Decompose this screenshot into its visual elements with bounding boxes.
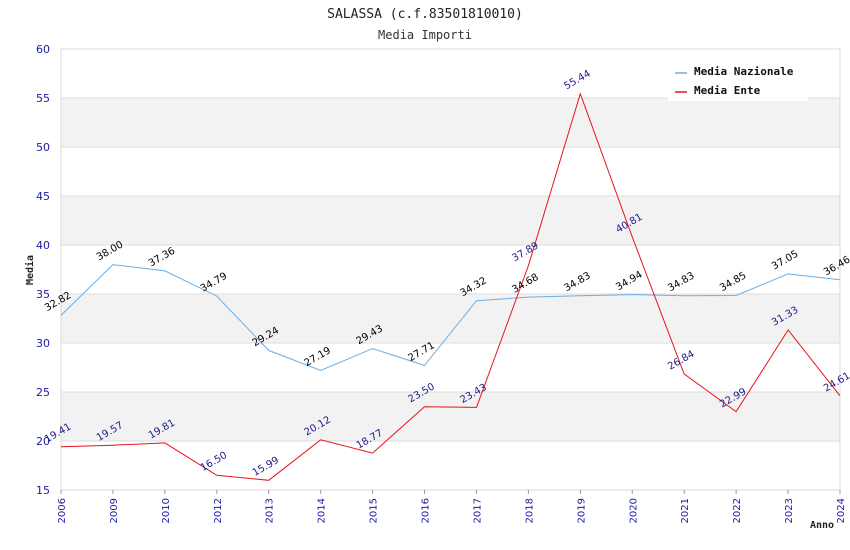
data-label: 34.83	[666, 270, 696, 294]
data-label: 34.94	[614, 269, 644, 293]
plot-frame	[60, 48, 841, 491]
x-tick-label: 2010	[161, 498, 172, 523]
series-line-media-ente	[60, 92, 841, 481]
data-label: 19.41	[43, 422, 73, 446]
x-tick-label: 2006	[57, 498, 68, 523]
x-tick-label: 2018	[524, 498, 535, 523]
data-label: 34.83	[562, 270, 592, 294]
x-axis-ticks: 2006 2009 2010 2012 2013 2014 2015 2016 2017 2018…	[57, 490, 847, 523]
x-tick-label: 2016	[421, 498, 432, 523]
x-tick-label: 2019	[576, 498, 587, 523]
y-tick-label: 35	[36, 288, 50, 301]
data-label: 15.99	[251, 455, 281, 479]
y-tick-label: 40	[36, 239, 50, 252]
y-tick-label: 30	[36, 337, 50, 350]
legend-box	[668, 61, 808, 101]
grid-bands	[61, 98, 840, 441]
y-tick-label: 20	[36, 435, 50, 448]
data-label: 27.71	[407, 340, 437, 364]
data-label: 37.05	[770, 249, 800, 273]
legend-label-media-ente: Media Ente	[694, 84, 761, 97]
data-label: 34.68	[510, 272, 540, 296]
legend: Media Nazionale Media Ente	[668, 61, 808, 101]
chart-title: SALASSA (c.f.83501810010)	[327, 7, 523, 22]
data-label: 34.79	[199, 271, 229, 295]
x-tick-label: 2014	[317, 498, 328, 523]
series-line-media-nazionale	[60, 264, 841, 372]
y-tick-label: 50	[36, 141, 50, 154]
grid-band	[61, 294, 840, 343]
x-tick-label: 2024	[836, 498, 847, 523]
x-axis-label: Anno	[810, 520, 834, 531]
y-tick-label: 45	[36, 190, 50, 203]
x-tick-label: 2009	[109, 498, 120, 523]
grid-band	[61, 98, 840, 147]
y-tick-label: 25	[36, 386, 50, 399]
data-label: 34.85	[718, 270, 748, 294]
grid-band	[61, 196, 840, 245]
data-label: 26.84	[666, 349, 696, 373]
series-layer	[60, 92, 841, 481]
x-tick-label: 2021	[680, 498, 691, 523]
y-axis-ticks: 15 20 25 30 35 40 45 50 55 60	[36, 43, 50, 497]
grid-band	[61, 392, 840, 441]
data-label: 16.50	[199, 450, 229, 474]
data-label: 36.46	[822, 254, 850, 278]
x-tick-label: 2020	[628, 498, 639, 523]
x-tick-label: 2015	[369, 498, 380, 523]
x-tick-label: 2022	[732, 498, 743, 523]
data-label: 37.36	[147, 246, 177, 270]
x-tick-label: 2017	[472, 498, 483, 523]
data-label: 55.44	[562, 68, 592, 92]
data-label: 27.19	[303, 345, 333, 369]
y-tick-label: 15	[36, 484, 50, 497]
x-tick-label: 2023	[784, 498, 795, 523]
x-tick-label: 2012	[213, 498, 224, 523]
legend-label-media-nazionale: Media Nazionale	[694, 65, 794, 78]
y-axis-label: Media	[24, 255, 36, 285]
chart-subtitle: Media Importi	[378, 28, 472, 42]
x-tick-label: 2013	[265, 498, 276, 523]
y-tick-label: 55	[36, 92, 50, 105]
y-tick-label: 60	[36, 43, 50, 56]
